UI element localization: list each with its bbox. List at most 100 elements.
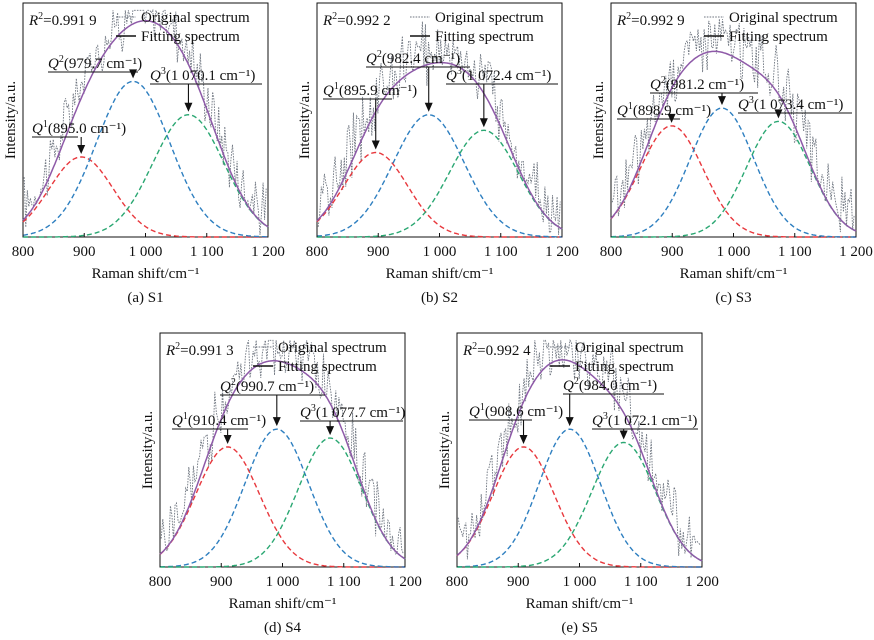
x-tick-label: 1 200 xyxy=(839,244,873,260)
panel-caption: (a) S1 xyxy=(127,290,163,306)
component-peak-1 xyxy=(610,125,856,238)
r-squared-value: =0.991 9 xyxy=(43,13,96,29)
x-tick-label: 800 xyxy=(306,244,329,260)
peak-label: Q2(984.0 cm⁻¹) xyxy=(563,376,657,394)
panel-caption: (d) S4 xyxy=(264,620,302,636)
y-axis-label: Intensity/a.u. xyxy=(297,81,313,159)
original-spectrum-line xyxy=(160,339,404,555)
peak-label-superscript: 1 xyxy=(183,411,188,422)
x-tick-label: 1 000 xyxy=(717,244,751,260)
x-tick-label: 900 xyxy=(507,574,530,590)
peak-label-value: (979.7 cm⁻¹) xyxy=(64,56,142,72)
peak-label-superscript: 3 xyxy=(749,95,754,106)
peak-label-superscript: 1 xyxy=(628,101,633,112)
component-peak-3 xyxy=(317,129,563,238)
peak-label: Q3(1 072.4 cm⁻¹) xyxy=(446,66,551,84)
peak-label: Q2(981.2 cm⁻¹) xyxy=(650,75,744,93)
r-squared-label: R2=0.991 3 xyxy=(165,341,234,359)
fitting-spectrum-line xyxy=(316,61,563,230)
peak-label: Q3(1 077.7 cm⁻¹) xyxy=(300,403,405,421)
peak-label-symbol: Q xyxy=(323,83,334,99)
x-tick-label: 1 000 xyxy=(266,574,300,590)
x-tick-label: 800 xyxy=(149,574,172,590)
panel-caption: (e) S5 xyxy=(561,620,597,636)
panel-caption: (c) S3 xyxy=(715,290,751,306)
peak-label-value: (908.6 cm⁻¹) xyxy=(485,404,563,420)
chart-panel: 800 900 1 000 1 100 1 200 Raman shift/cm⁻¹ Int… xyxy=(140,332,422,636)
peak-label-value: (984.0 cm⁻¹) xyxy=(579,378,657,394)
peak-label-value: (898.9 cm⁻¹) xyxy=(633,103,711,119)
x-tick-label: 1 000 xyxy=(563,574,597,590)
peak-label-superscript: 3 xyxy=(161,66,166,77)
x-tick-label: 1 100 xyxy=(624,574,658,590)
peak-label: Q2(990.7 cm⁻¹) xyxy=(220,377,314,395)
legend-label-original: Original spectrum xyxy=(575,340,684,356)
component-peak-3 xyxy=(23,113,269,238)
r-squared-symbol: R xyxy=(322,13,332,29)
x-tick-label: 800 xyxy=(12,244,35,260)
peak-arrow-head xyxy=(565,417,574,427)
peak-arrow-head xyxy=(519,434,528,444)
component-peak-2 xyxy=(316,113,562,238)
r-squared-label: R2=0.992 4 xyxy=(462,341,531,359)
fitting-spectrum-line xyxy=(22,19,269,228)
component-peak-1 xyxy=(22,156,268,238)
peak-label: Q3(1 072.1 cm⁻¹) xyxy=(592,411,697,429)
peak-label-value: (981.2 cm⁻¹) xyxy=(666,77,744,93)
r-squared-value: =0.992 9 xyxy=(631,13,684,29)
peak-label-superscript: 3 xyxy=(311,403,316,414)
peak-label-symbol: Q xyxy=(563,378,574,394)
x-tick-label: 1 200 xyxy=(388,574,422,590)
r-squared-label: R2=0.991 9 xyxy=(28,11,97,29)
x-tick-label: 800 xyxy=(446,574,469,590)
x-tick-label: 1 000 xyxy=(129,244,163,260)
r-squared-value: =0.991 3 xyxy=(180,343,233,359)
fitting-spectrum-line xyxy=(610,50,857,232)
legend-label-fitting: Fitting spectrum xyxy=(278,359,377,375)
legend-label-original: Original spectrum xyxy=(141,10,250,26)
peak-arrow-head xyxy=(326,426,335,436)
x-tick-label: 1 100 xyxy=(327,574,361,590)
peak-label-superscript: 3 xyxy=(457,66,462,77)
x-tick-label: 900 xyxy=(367,244,390,260)
peak-label-symbol: Q xyxy=(650,77,661,93)
x-tick-label: 1 200 xyxy=(251,244,285,260)
peak-label-superscript: 1 xyxy=(334,81,339,92)
peak-label: Q1(908.6 cm⁻¹) xyxy=(469,402,563,420)
peak-arrow-head xyxy=(424,102,433,112)
r-squared-superscript: 2 xyxy=(332,11,337,22)
component-peak-2 xyxy=(457,428,702,568)
x-tick-label: 1 100 xyxy=(484,244,518,260)
legend-label-original: Original spectrum xyxy=(278,340,387,356)
x-tick-label: 1 100 xyxy=(190,244,224,260)
legend-label-fitting: Fitting spectrum xyxy=(435,29,534,45)
peak-arrow-head xyxy=(129,69,138,79)
peak-label-value: (1 072.4 cm⁻¹) xyxy=(462,68,551,84)
chart-panel: 800 900 1 000 1 100 1 200 Raman shift/cm⁻¹ Int… xyxy=(591,2,873,306)
chart-panel: 800 900 1 000 1 100 1 200 Raman shift/cm⁻¹ Int… xyxy=(3,2,285,306)
peak-label-symbol: Q xyxy=(48,56,59,72)
r-squared-superscript: 2 xyxy=(38,11,43,22)
x-tick-label: 900 xyxy=(210,574,233,590)
component-peak-1 xyxy=(316,151,562,238)
chart-panel: 800 900 1 000 1 100 1 200 Raman shift/cm⁻¹ Int… xyxy=(297,2,579,306)
peak-label-superscript: 3 xyxy=(603,411,608,422)
component-peak-1 xyxy=(159,446,405,568)
x-tick-label: 1 200 xyxy=(545,244,579,260)
r-squared-label: R2=0.992 9 xyxy=(616,11,685,29)
peak-label-symbol: Q xyxy=(220,379,231,395)
peak-arrow-head xyxy=(371,140,380,150)
component-peak-2 xyxy=(611,107,856,238)
r-squared-symbol: R xyxy=(165,343,175,359)
peak-label: Q1(895.0 cm⁻¹) xyxy=(32,119,126,137)
peak-label-value: (982.4 cm⁻¹) xyxy=(382,51,460,67)
legend-label-fitting: Fitting spectrum xyxy=(141,29,240,45)
peak-label-symbol: Q xyxy=(592,413,603,429)
peak-label-superscript: 2 xyxy=(377,49,382,60)
peak-label-superscript: 2 xyxy=(574,376,579,387)
peak-label-symbol: Q xyxy=(738,97,749,113)
legend-label-original: Original spectrum xyxy=(435,10,544,26)
r-squared-value: =0.992 4 xyxy=(477,343,531,359)
x-axis-label: Raman shift/cm⁻¹ xyxy=(386,266,494,282)
peak-label-symbol: Q xyxy=(446,68,457,84)
